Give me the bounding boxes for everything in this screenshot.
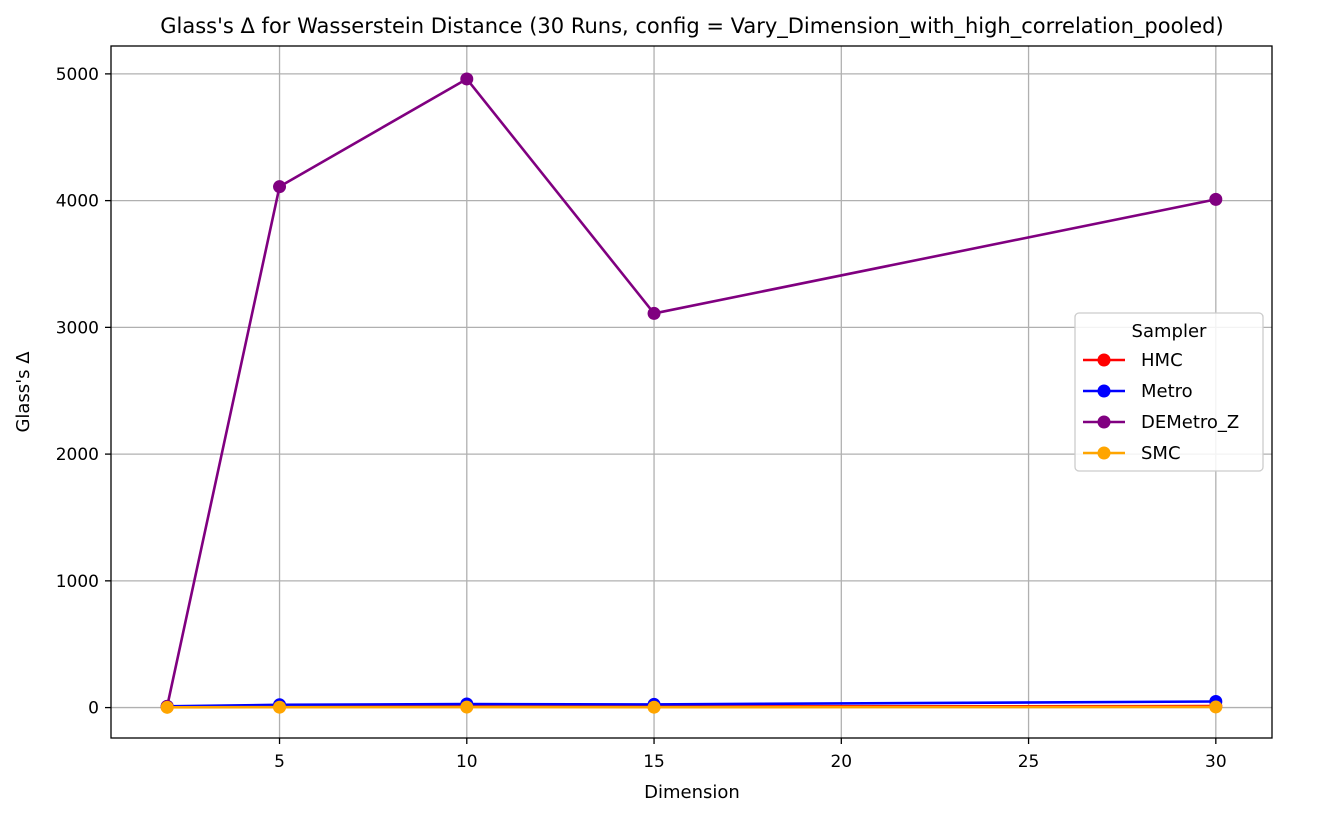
x-axis: 5 10 15 20 25 30 — [274, 738, 1227, 772]
x-tick-label: 5 — [274, 752, 285, 772]
series-line-demetro-z — [165, 77, 1217, 707]
legend-item-metro: Metro — [1083, 381, 1193, 402]
legend-label: SMC — [1141, 443, 1181, 464]
data-point-smc — [460, 700, 474, 714]
y-tick-label: 3000 — [56, 318, 99, 338]
legend-label: Metro — [1141, 381, 1193, 402]
data-point-smc — [160, 700, 174, 714]
legend-items: HMC Metro DEMetro_Z SMC — [1083, 350, 1239, 464]
data-point-demetro-z — [647, 306, 661, 320]
y-tick-label: 1000 — [56, 572, 99, 592]
series-metro — [160, 694, 1223, 713]
y-tick-label: 5000 — [56, 65, 99, 85]
y-tick-label: 2000 — [56, 445, 99, 465]
x-tick-label: 15 — [643, 752, 665, 772]
legend-title: Sampler — [1132, 321, 1207, 342]
data-point-demetro-z — [273, 180, 287, 194]
plot-frame — [110, 45, 1273, 739]
legend: Sampler HMC Metro DEMetro_Z SMC — [1074, 312, 1264, 472]
data-point-smc — [647, 700, 661, 714]
x-tick-label: 10 — [456, 752, 478, 772]
legend-item-demetro-z: DEMetro_Z — [1083, 412, 1239, 433]
series-layer — [160, 72, 1223, 714]
data-point-demetro-z — [1209, 192, 1223, 206]
legend-label: HMC — [1141, 350, 1183, 371]
data-point-smc — [1209, 700, 1223, 714]
legend-label: DEMetro_Z — [1141, 412, 1239, 433]
y-axis: 0 1000 2000 3000 4000 5000 — [56, 65, 111, 719]
y-tick-label: 4000 — [56, 192, 99, 212]
legend-swatch-marker — [1097, 353, 1111, 367]
y-axis-label: Glass's Δ — [13, 351, 34, 433]
x-tick-label: 30 — [1205, 752, 1227, 772]
data-point-demetro-z — [460, 72, 474, 86]
legend-swatch-marker — [1097, 446, 1111, 460]
data-point-smc — [273, 700, 287, 714]
chart-title: Glass's Δ for Wasserstein Distance (30 R… — [160, 14, 1223, 39]
legend-swatch-marker — [1097, 415, 1111, 429]
x-tick-label: 20 — [830, 752, 852, 772]
y-tick-label: 0 — [88, 699, 99, 719]
legend-box — [1074, 312, 1264, 472]
series-smc — [160, 700, 1223, 714]
legend-item-hmc: HMC — [1083, 350, 1183, 371]
series-demetro-z — [160, 72, 1223, 713]
x-tick-label: 25 — [1018, 752, 1040, 772]
legend-swatch-marker — [1097, 384, 1111, 398]
legend-item-smc: SMC — [1083, 443, 1181, 464]
x-axis-label: Dimension — [644, 782, 740, 803]
